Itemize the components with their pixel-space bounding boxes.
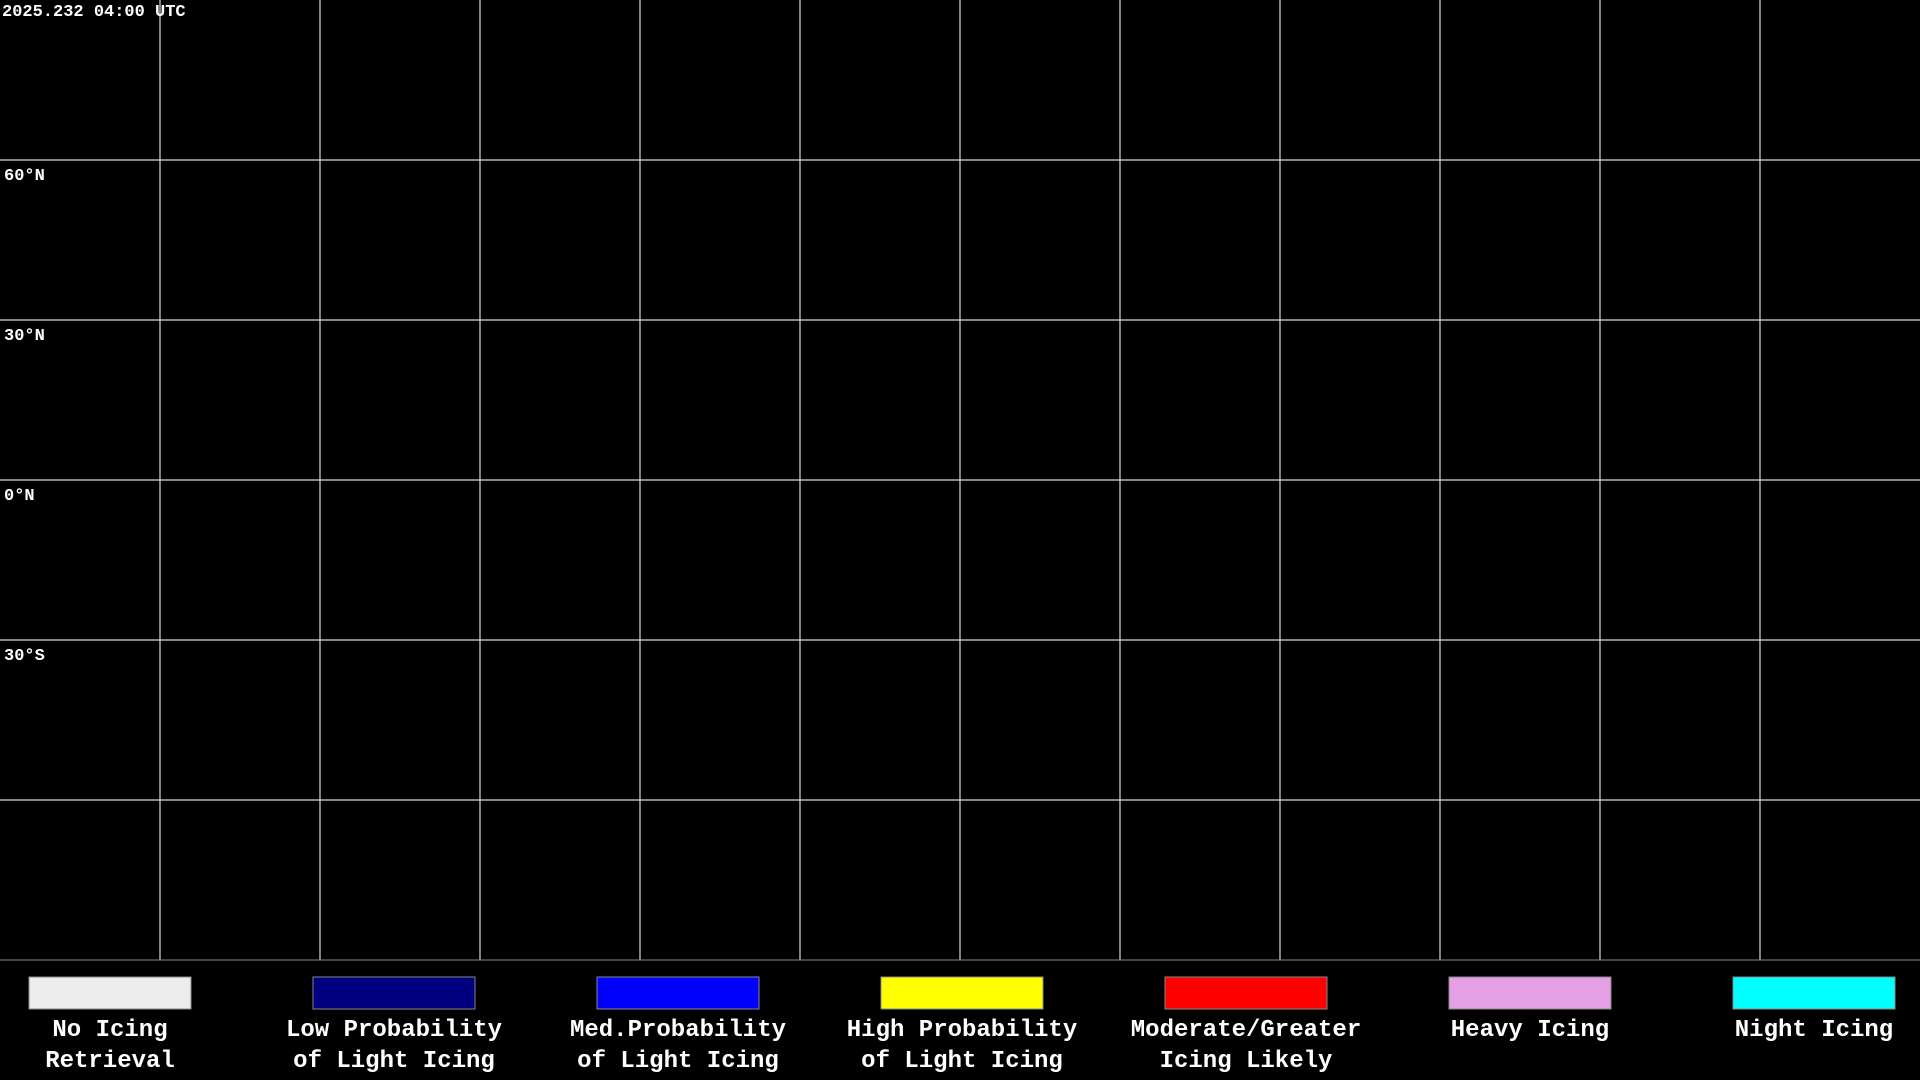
legend-swatch [1164,976,1328,1010]
legend-label: Heavy Icing [1451,1017,1609,1044]
legend-label: High Probability [847,1017,1077,1044]
graticule [0,0,1920,961]
latitude-label: 30°S [4,647,45,666]
legend-swatch [1448,976,1612,1010]
legend-swatch [880,976,1044,1010]
legend-label: Icing Likely [1160,1048,1333,1075]
legend-label: Moderate/Greater [1131,1017,1361,1044]
legend-label: Low Probability [286,1017,502,1044]
latitude-label: 30°N [4,327,45,346]
legend-label: Med.Probability [570,1017,786,1044]
legend-label: Night Icing [1735,1017,1893,1044]
legend-swatch [28,976,192,1010]
legend-swatch [596,976,760,1010]
latitude-label: 0°N [4,487,35,506]
legend-label: of Light Icing [577,1048,779,1075]
legend-label: of Light Icing [861,1048,1063,1075]
legend-swatch [1732,976,1896,1010]
legend: No Icing Retrieval Low Probability of Light… [28,976,1896,1075]
latitude-labels: 60°N 30°N 0°N 30°S [4,167,45,666]
latitude-label: 60°N [4,167,45,186]
legend-swatch [312,976,476,1010]
legend-label: No Icing [52,1017,167,1044]
legend-label: Retrieval [45,1048,175,1075]
legend-label: of Light Icing [293,1048,495,1075]
timestamp: 2025.232 04:00 UTC [2,3,186,22]
